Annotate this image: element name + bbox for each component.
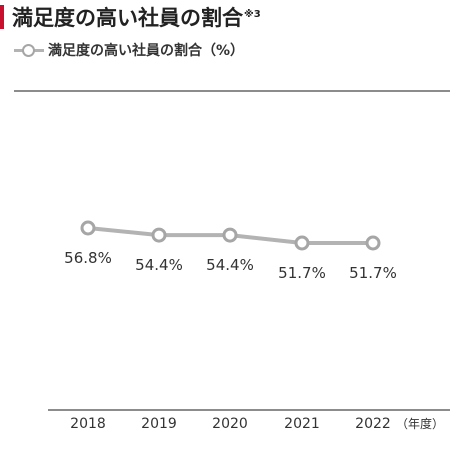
data-label: 51.7%: [278, 264, 326, 282]
x-tick-label: 2020: [212, 416, 248, 432]
data-point: [365, 235, 381, 251]
data-point: [222, 227, 238, 243]
chart-title-text: 満足度の高い社員の割合: [12, 6, 243, 30]
x-tick-label: 2021: [284, 416, 320, 432]
x-axis-unit-label: （年度）: [396, 416, 444, 431]
data-label: 54.4%: [135, 256, 183, 274]
chart-title: 満足度の高い社員の割合※3: [12, 2, 261, 32]
legend-label: 満足度の高い社員の割合（%）: [48, 43, 245, 59]
data-point: [294, 235, 310, 251]
x-tick-label: 2019: [141, 416, 177, 432]
data-point: [80, 220, 96, 236]
x-tick-label: 2018: [70, 416, 106, 432]
title-footnote-mark: ※3: [244, 9, 261, 20]
chart-legend: 満足度の高い社員の割合（%）: [14, 40, 244, 60]
data-point: [151, 227, 167, 243]
data-label: 54.4%: [206, 256, 254, 274]
data-label: 56.8%: [64, 249, 112, 267]
x-tick-label: 2022: [355, 416, 391, 432]
title-accent-bar: [0, 5, 4, 29]
data-label: 51.7%: [349, 264, 397, 282]
header-divider: [14, 90, 450, 92]
legend-line-marker-icon: [14, 43, 44, 57]
